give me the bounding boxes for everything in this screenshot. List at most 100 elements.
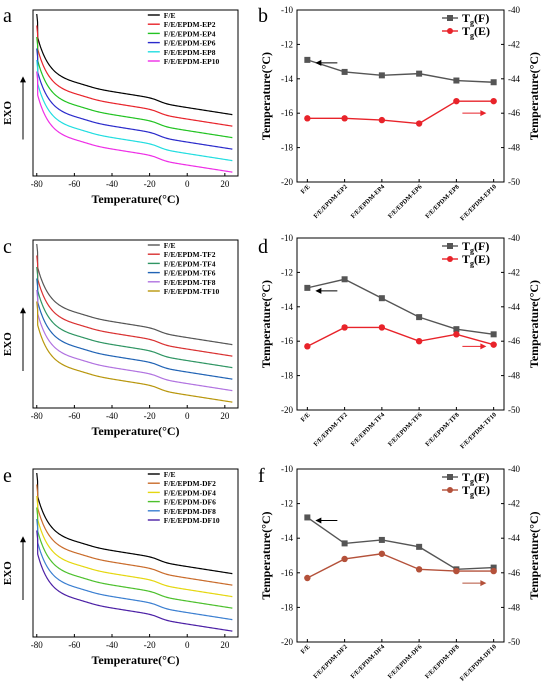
legend-label: F/E/EPDM-TF6 — [164, 269, 216, 278]
x-tick-label: 0 — [185, 640, 190, 650]
legend-label: F/E/EPDM-EP8 — [164, 48, 216, 57]
x-tick-label: F/E/EPDM-EP6 — [387, 183, 424, 220]
x-axis-title: Temperature(°C) — [91, 653, 179, 667]
series-line — [36, 71, 233, 173]
legend-marker — [447, 15, 453, 21]
y2-axis-title: Temperature(°C) — [527, 52, 541, 140]
series-line — [36, 48, 233, 150]
series-line — [36, 495, 233, 598]
legend-label: Tg(F) — [462, 470, 489, 486]
y-axis-title: Temperature(°C) — [259, 280, 273, 368]
legend-label: F/E — [164, 470, 176, 479]
series-line — [36, 301, 233, 403]
x-tick-label: -60 — [68, 640, 80, 650]
legend-label: F/E/EPDM-EP4 — [164, 29, 216, 38]
y-tick-label: -20 — [281, 405, 293, 415]
axis-arrow-right-head — [480, 580, 487, 587]
legend-label: F/E/EPDM-TF10 — [164, 287, 220, 296]
data-point — [378, 536, 385, 543]
legend-label: Tg(E) — [462, 24, 490, 40]
x-tick-label: -80 — [31, 179, 43, 189]
y2-tick-label: -40 — [508, 5, 520, 15]
y2-tick-label: -46 — [508, 108, 520, 118]
legend-marker — [447, 256, 453, 262]
data-point — [341, 68, 348, 75]
legend-marker — [447, 243, 453, 249]
x-tick-label: -80 — [31, 411, 43, 421]
axis-arrow-left-head — [315, 287, 322, 294]
series-line — [307, 553, 494, 579]
x-tick-label: F/E/EPDM-TF2 — [312, 411, 349, 448]
x-axis-title: Temperature(°C) — [91, 192, 179, 206]
series-line — [36, 289, 233, 392]
series-line — [36, 59, 233, 162]
data-point — [415, 566, 423, 573]
series-line — [36, 278, 233, 380]
series-line — [307, 278, 494, 336]
legend-label: F/E/EPDM-DF8 — [164, 507, 216, 516]
y2-tick-label: -48 — [508, 371, 520, 381]
data-point — [490, 97, 497, 105]
y-tick-label: -16 — [281, 568, 293, 578]
data-point — [304, 343, 311, 350]
exo-arrow-head — [20, 307, 26, 314]
y-tick-label: -18 — [281, 602, 293, 612]
data-point — [453, 77, 460, 84]
exo-arrow-head — [20, 76, 26, 83]
data-point — [341, 540, 348, 547]
data-point — [378, 295, 385, 302]
x-tick-label: 20 — [220, 179, 230, 189]
legend-label: F/E/EPDM-TF8 — [164, 278, 216, 287]
x-tick-label: 20 — [220, 411, 230, 421]
legend-label: F/E — [164, 11, 176, 20]
series-line — [36, 472, 233, 575]
x-tick-label: F/E/EPDM-EP10 — [459, 183, 498, 222]
x-tick-label: -80 — [31, 640, 43, 650]
y2-axis-title: Temperature(°C) — [527, 280, 541, 368]
legend-label: F/E/EPDM-TF4 — [164, 259, 216, 268]
plot-frame — [32, 468, 239, 638]
series-line — [36, 518, 233, 621]
exo-arrow-head — [20, 536, 26, 543]
y-axis-title: EXO — [2, 101, 14, 125]
data-point — [453, 567, 460, 575]
legend-label: F/E/EPDM-TF2 — [164, 250, 216, 259]
data-point — [304, 56, 311, 63]
axis-arrow-left-head — [315, 517, 322, 524]
y2-tick-label: -44 — [508, 302, 520, 312]
y2-axis-title: Temperature(°C) — [527, 511, 541, 599]
axis-arrow-right-head — [480, 110, 487, 117]
y2-tick-label: -42 — [508, 499, 520, 509]
legend-marker — [447, 487, 453, 493]
data-point — [490, 567, 497, 575]
y2-tick-label: -40 — [508, 233, 520, 243]
panel-letter: b — [258, 5, 268, 27]
data-point — [416, 543, 423, 550]
legend-label: F/E — [164, 241, 176, 250]
y-tick-label: -14 — [281, 533, 293, 543]
data-point — [490, 564, 497, 571]
x-tick-label: 0 — [185, 179, 190, 189]
legend-label: F/E/EPDM-DF6 — [164, 498, 216, 507]
x-tick-label: -20 — [144, 411, 156, 421]
legend-marker — [447, 474, 453, 480]
data-point — [415, 120, 423, 127]
tg-panel-b: b -10 -12 -14 -16 -18 -20 -40 -42 -44 -46 -48 -50 Tem… — [258, 5, 541, 222]
x-tick-label: F/E/EPDM-TF4 — [350, 411, 387, 448]
y-tick-label: -16 — [281, 336, 293, 346]
data-point — [378, 550, 386, 557]
data-point — [490, 79, 497, 86]
x-tick-label: F/E — [300, 411, 312, 423]
series-line — [36, 25, 233, 127]
plot-frame — [32, 9, 239, 177]
y-tick-label: -20 — [281, 637, 293, 647]
x-tick-label: F/E/EPDM-EP8 — [424, 183, 461, 220]
panel-letter: f — [258, 465, 265, 487]
data-point — [378, 116, 386, 124]
x-tick-label: -60 — [68, 411, 80, 421]
panel-letter: c — [3, 236, 12, 258]
x-tick-label: 0 — [185, 411, 190, 421]
data-point — [341, 276, 348, 283]
y-tick-label: -20 — [281, 177, 293, 187]
data-point — [304, 115, 311, 122]
